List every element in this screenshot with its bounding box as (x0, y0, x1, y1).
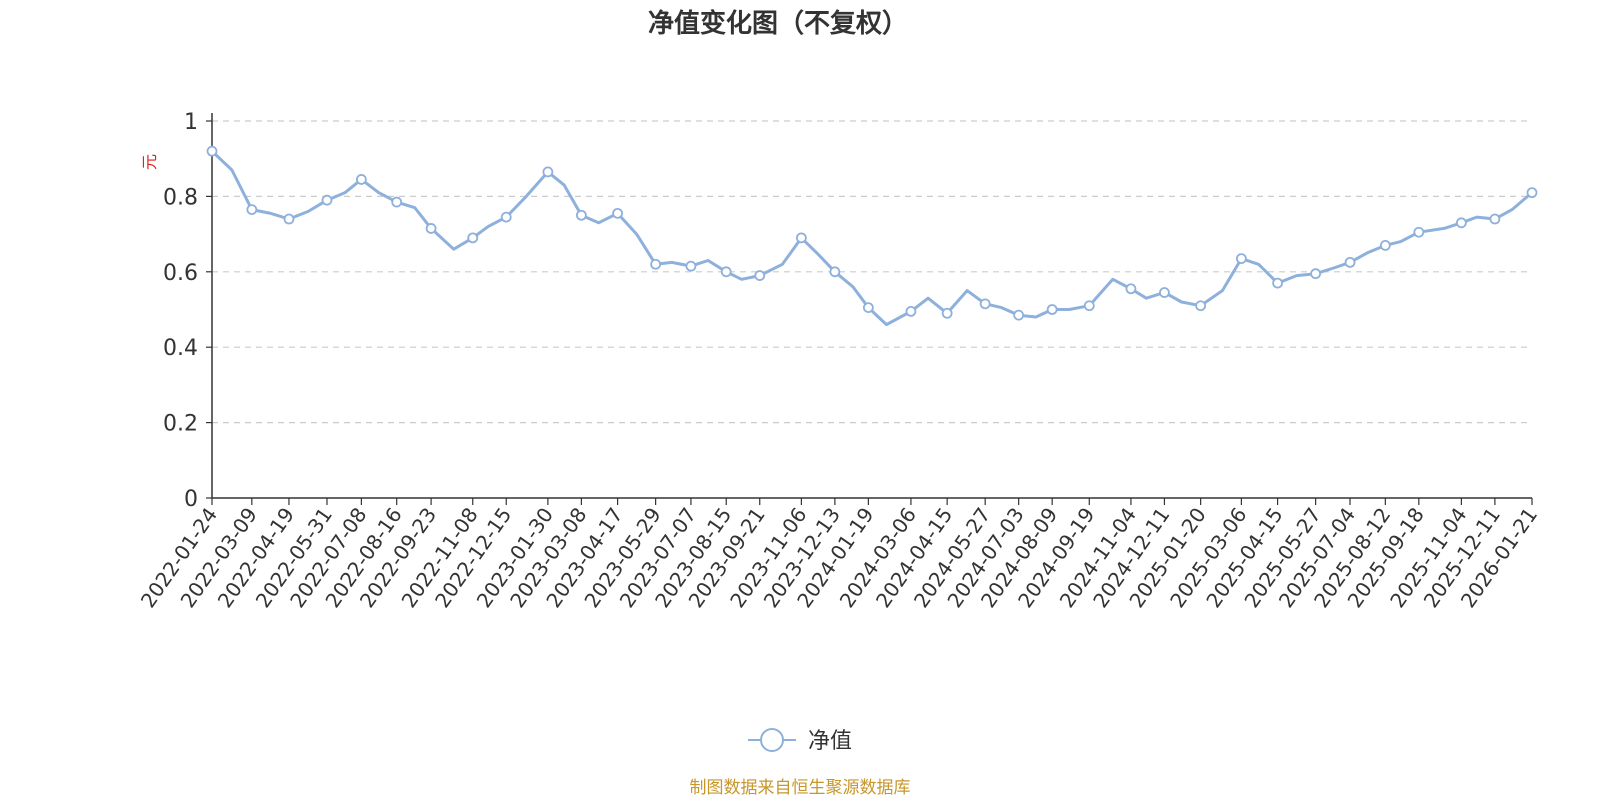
data-point[interactable] (1046, 304, 1058, 315)
data-point[interactable] (795, 232, 807, 244)
data-point[interactable] (905, 305, 917, 317)
data-point[interactable] (321, 194, 333, 206)
data-point[interactable] (720, 266, 732, 278)
y-tick-label: 0.6 (163, 261, 198, 286)
data-point[interactable] (1159, 287, 1170, 298)
legend-marker-icon (760, 728, 784, 752)
y-tick-label: 0.2 (163, 412, 198, 437)
data-point[interactable] (500, 211, 512, 223)
data-point[interactable] (206, 145, 218, 157)
y-axis-label: 元 (140, 154, 159, 170)
y-axis: 0 0.2 0.4 0.6 0.8 1 (163, 110, 213, 512)
y-tick-label: 0.4 (163, 336, 198, 361)
data-point[interactable] (355, 174, 367, 185)
series-line-净值 (210, 150, 1533, 327)
data-point[interactable] (1013, 309, 1025, 321)
data-point[interactable] (1125, 283, 1137, 295)
source-note: 制图数据来自恒生聚源数据库 (690, 778, 911, 798)
data-point[interactable] (829, 266, 841, 278)
data-point[interactable] (1272, 277, 1283, 289)
data-point[interactable] (1083, 300, 1095, 312)
series-layer (210, 150, 1533, 327)
data-point[interactable] (1455, 217, 1467, 229)
data-point[interactable] (754, 270, 766, 281)
data-point[interactable] (425, 223, 437, 234)
data-point[interactable] (575, 209, 587, 221)
data-point[interactable] (650, 258, 662, 270)
marker-layer (206, 145, 1538, 321)
data-point[interactable] (391, 196, 403, 208)
data-point[interactable] (283, 213, 295, 225)
chart-title: 净值变化图（不复权） (648, 8, 908, 39)
y-tick-label: 0.8 (163, 185, 198, 210)
data-point[interactable] (862, 302, 874, 314)
data-point[interactable] (612, 207, 623, 219)
data-point[interactable] (1310, 268, 1322, 280)
data-point[interactable] (542, 166, 554, 178)
y-tick-label: 1 (184, 110, 198, 135)
data-point[interactable] (1379, 240, 1391, 251)
grid-lines (212, 120, 1528, 424)
data-point[interactable] (1344, 256, 1356, 268)
data-point[interactable] (941, 307, 953, 319)
data-point[interactable] (1489, 213, 1501, 225)
data-point[interactable] (1413, 226, 1425, 238)
data-point[interactable] (246, 204, 258, 215)
data-point[interactable] (1195, 300, 1207, 312)
data-point[interactable] (1526, 187, 1538, 199)
data-point[interactable] (467, 232, 479, 244)
legend[interactable]: 净值 (748, 728, 852, 754)
x-axis: 2022-01-242022-03-092022-04-192022-05-31… (136, 497, 1542, 612)
legend-label: 净值 (808, 729, 852, 754)
data-point[interactable] (685, 260, 697, 272)
y-tick-label: 0 (184, 487, 198, 512)
data-point[interactable] (979, 298, 991, 310)
data-point[interactable] (1235, 253, 1247, 265)
